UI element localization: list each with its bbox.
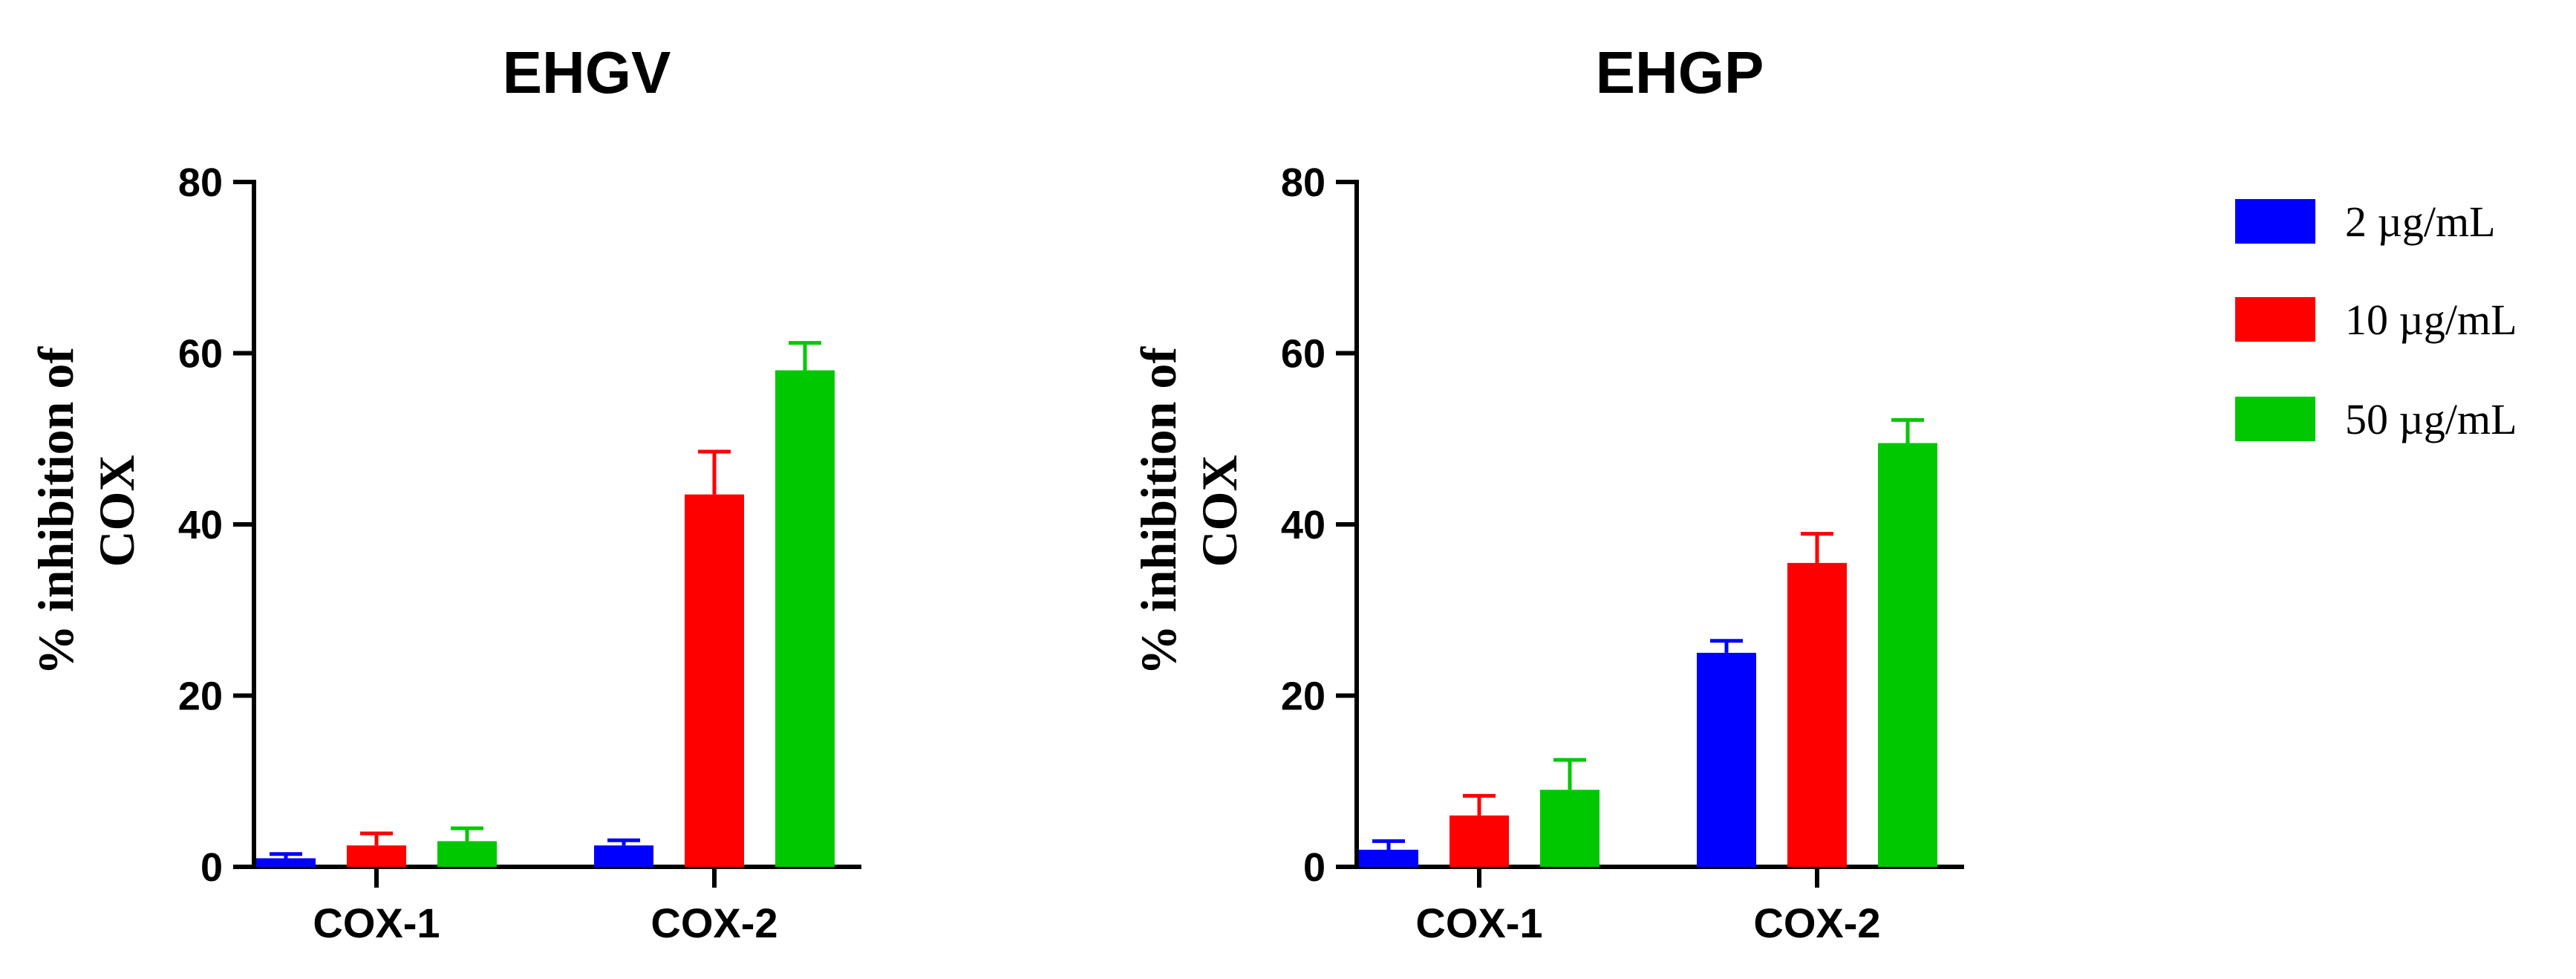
tick-labels: 0 20 40 60 80 COX-1 COX-2 (1281, 160, 1881, 946)
y-axis-label: % inhibition of COX (27, 346, 145, 675)
x-tick-label: COX-1 (313, 900, 440, 946)
y-axis-label-line1: % inhibition of (1130, 346, 1187, 675)
y-tick-label: 80 (1281, 160, 1326, 205)
y-axis-label-line2: COX (1191, 455, 1248, 567)
y-tick-label: 0 (200, 845, 223, 890)
bar (347, 845, 406, 867)
bar (775, 370, 835, 867)
bar (437, 841, 497, 867)
bar (256, 858, 316, 867)
bars (1359, 417, 1937, 867)
chart-title: EHGP (1596, 39, 1764, 105)
y-axis-label-line2: COX (88, 455, 145, 567)
legend-label-10: 10 µg/mL (2345, 296, 2517, 344)
y-tick-label: 20 (178, 674, 223, 719)
legend-label-2: 2 µg/mL (2345, 198, 2496, 246)
y-tick-label: 80 (178, 160, 223, 205)
bar (1359, 849, 1418, 867)
y-tick-label: 0 (1303, 845, 1326, 890)
y-tick-label: 60 (178, 332, 223, 377)
chart-panel-ehgp: EHGP % inhibition of COX 0 20 40 60 80 COX-1 C… (1130, 39, 1964, 946)
bar (685, 494, 744, 867)
bar (594, 845, 653, 867)
legend: 2 µg/mL 10 µg/mL 50 µg/mL (2235, 198, 2517, 443)
x-tick-label: COX-2 (650, 900, 777, 946)
tick-labels: 0 20 40 60 80 COX-1 COX-2 (178, 160, 778, 946)
chart-panel-ehgv: EHGV % inhibition of COX 0 20 40 60 80 COX-1 C… (27, 39, 861, 946)
x-tick-label: COX-2 (1753, 900, 1880, 946)
legend-swatch-10 (2235, 297, 2315, 342)
legend-swatch-2 (2235, 199, 2315, 244)
bar (1697, 652, 1756, 867)
bar (1450, 815, 1509, 867)
bars (256, 341, 835, 867)
legend-label-50: 50 µg/mL (2345, 395, 2517, 443)
axes (1336, 180, 1964, 888)
y-tick-label: 40 (1281, 503, 1326, 547)
legend-swatch-50 (2235, 397, 2315, 441)
chart-title: EHGV (503, 39, 671, 105)
bar (1540, 790, 1600, 867)
x-tick-label: COX-1 (1415, 900, 1542, 946)
y-axis-label: % inhibition of COX (1130, 346, 1248, 675)
bar (1787, 562, 1847, 867)
y-tick-label: 60 (1281, 332, 1326, 377)
y-axis-label-line1: % inhibition of (27, 346, 84, 675)
axes (233, 180, 861, 888)
y-tick-label: 40 (178, 503, 223, 547)
bar (1878, 443, 1937, 867)
y-tick-label: 20 (1281, 674, 1326, 719)
